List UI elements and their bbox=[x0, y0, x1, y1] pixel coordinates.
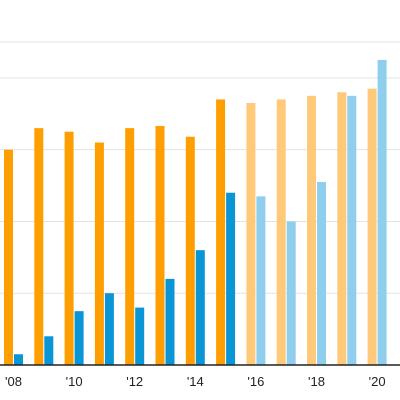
bar-series-2-2011 bbox=[104, 293, 114, 365]
bar-series-1-2016 bbox=[246, 103, 256, 365]
bar-series-2-2019 bbox=[347, 95, 357, 365]
bar-series-2-2020 bbox=[377, 59, 387, 365]
x-axis-ticks: '08 '10 '12 '14 '16 '18 '20 bbox=[5, 374, 386, 389]
bar-series-1-2019 bbox=[337, 92, 347, 365]
bar-series-2-2009 bbox=[44, 336, 54, 365]
bar-series-1-2010 bbox=[64, 131, 74, 365]
x-tick-label: '18 bbox=[308, 374, 325, 389]
x-tick-label: '20 bbox=[369, 374, 386, 389]
x-tick-label: '16 bbox=[247, 374, 264, 389]
bar-series-2-2012 bbox=[135, 307, 145, 365]
bar-series-2-2014 bbox=[195, 250, 205, 365]
bar-series-1-2011 bbox=[94, 142, 104, 365]
bar-series-1-2018 bbox=[307, 95, 316, 365]
bar-series-1-2012 bbox=[125, 128, 135, 365]
bar-series-1-2009 bbox=[34, 128, 44, 365]
bar-series-2-2010 bbox=[74, 311, 84, 365]
x-tick-label: '08 bbox=[5, 374, 22, 389]
bar-series-1-2020 bbox=[367, 88, 377, 366]
bar-series-1-2015 bbox=[216, 99, 226, 365]
x-tick-label: '10 bbox=[66, 374, 83, 389]
bar-series-2-2018 bbox=[317, 181, 326, 365]
bar-series-2-2017 bbox=[286, 221, 296, 365]
x-tick-label: '14 bbox=[187, 374, 204, 389]
bar-series-2-2008 bbox=[14, 354, 23, 365]
bar-series-1-2013 bbox=[155, 125, 165, 365]
bar-series-2-2013 bbox=[165, 278, 175, 365]
bar-series-1-2008 bbox=[4, 149, 13, 365]
x-tick-label: '12 bbox=[126, 374, 143, 389]
bar-series-1-2017 bbox=[276, 99, 286, 365]
bar-series-1-2014 bbox=[185, 136, 195, 365]
bar-series-2-2015 bbox=[226, 192, 236, 365]
bar-series-2-2016 bbox=[256, 196, 266, 365]
bars bbox=[4, 59, 387, 366]
